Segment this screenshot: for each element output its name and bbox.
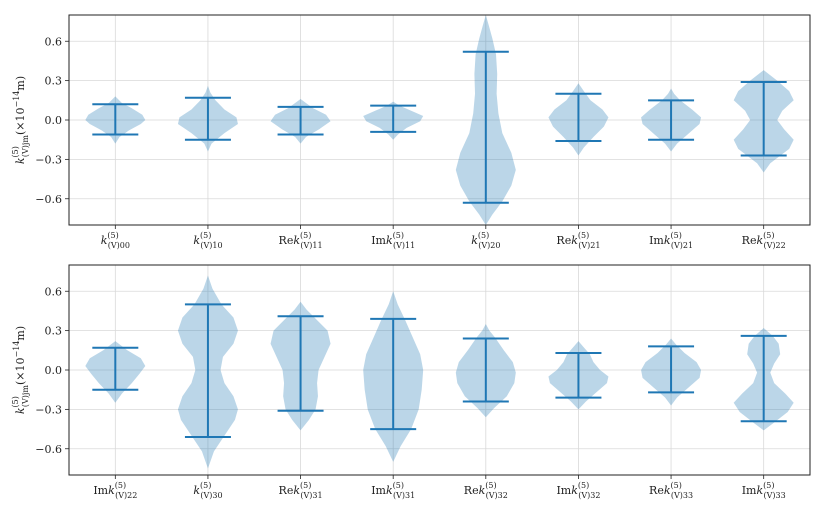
- x-tick-label: Imk(5) (V)21: [649, 231, 693, 250]
- x-tick-label: Imk(5) (V)33: [742, 481, 786, 500]
- y-tick-label: 0.3: [45, 325, 63, 338]
- x-tick-label: Rek(5) (V)33: [649, 481, 693, 500]
- y-tick-label: 0.0: [45, 364, 63, 377]
- x-tick-label: k(5) (V)00: [101, 231, 130, 250]
- y-axis-label: k(5)(V)jm(×10−14m): [11, 326, 30, 414]
- x-tick-label: Rek(5) (V)21: [556, 231, 600, 250]
- top-violin-panel: −0.6 −0.3 0.0 0.3 0.6 k(5) (V)00 k(5) (V)10 Rek(5…: [11, 14, 811, 250]
- x-tick-label: Rek(5) (V)31: [279, 481, 323, 500]
- y-tick-label: 0.6: [45, 285, 63, 298]
- y-tick-label: 0.3: [45, 75, 63, 88]
- y-tick-label: −0.6: [35, 443, 62, 456]
- x-tick-label: k(5) (V)20: [471, 231, 500, 250]
- x-tick-label: k(5) (V)30: [193, 481, 222, 500]
- y-tick-label: −0.3: [35, 153, 62, 166]
- x-tick-label: Rek(5) (V)32: [464, 481, 508, 500]
- bottom-violin-panel: −0.6 −0.3 0.0 0.3 0.6 Imk(5) (V)22 k(5) (V)30 Rek…: [11, 264, 811, 500]
- x-tick-label: Rek(5) (V)22: [742, 231, 786, 250]
- y-axis-label: k(5)(V)jm(×10−14m): [11, 76, 30, 164]
- x-tick-label: Imk(5) (V)22: [93, 481, 137, 500]
- x-tick-label: Imk(5) (V)11: [371, 231, 415, 250]
- x-tick-label: k(5) (V)10: [193, 231, 222, 250]
- y-tick-label: 0.0: [45, 114, 63, 127]
- y-tick-label: −0.6: [35, 193, 62, 206]
- x-tick-label: Imk(5) (V)31: [371, 481, 415, 500]
- y-tick-label: −0.3: [35, 403, 62, 416]
- y-tick-label: 0.6: [45, 35, 63, 48]
- x-tick-label: Rek(5) (V)11: [279, 231, 323, 250]
- x-tick-label: Imk(5) (V)32: [556, 481, 600, 500]
